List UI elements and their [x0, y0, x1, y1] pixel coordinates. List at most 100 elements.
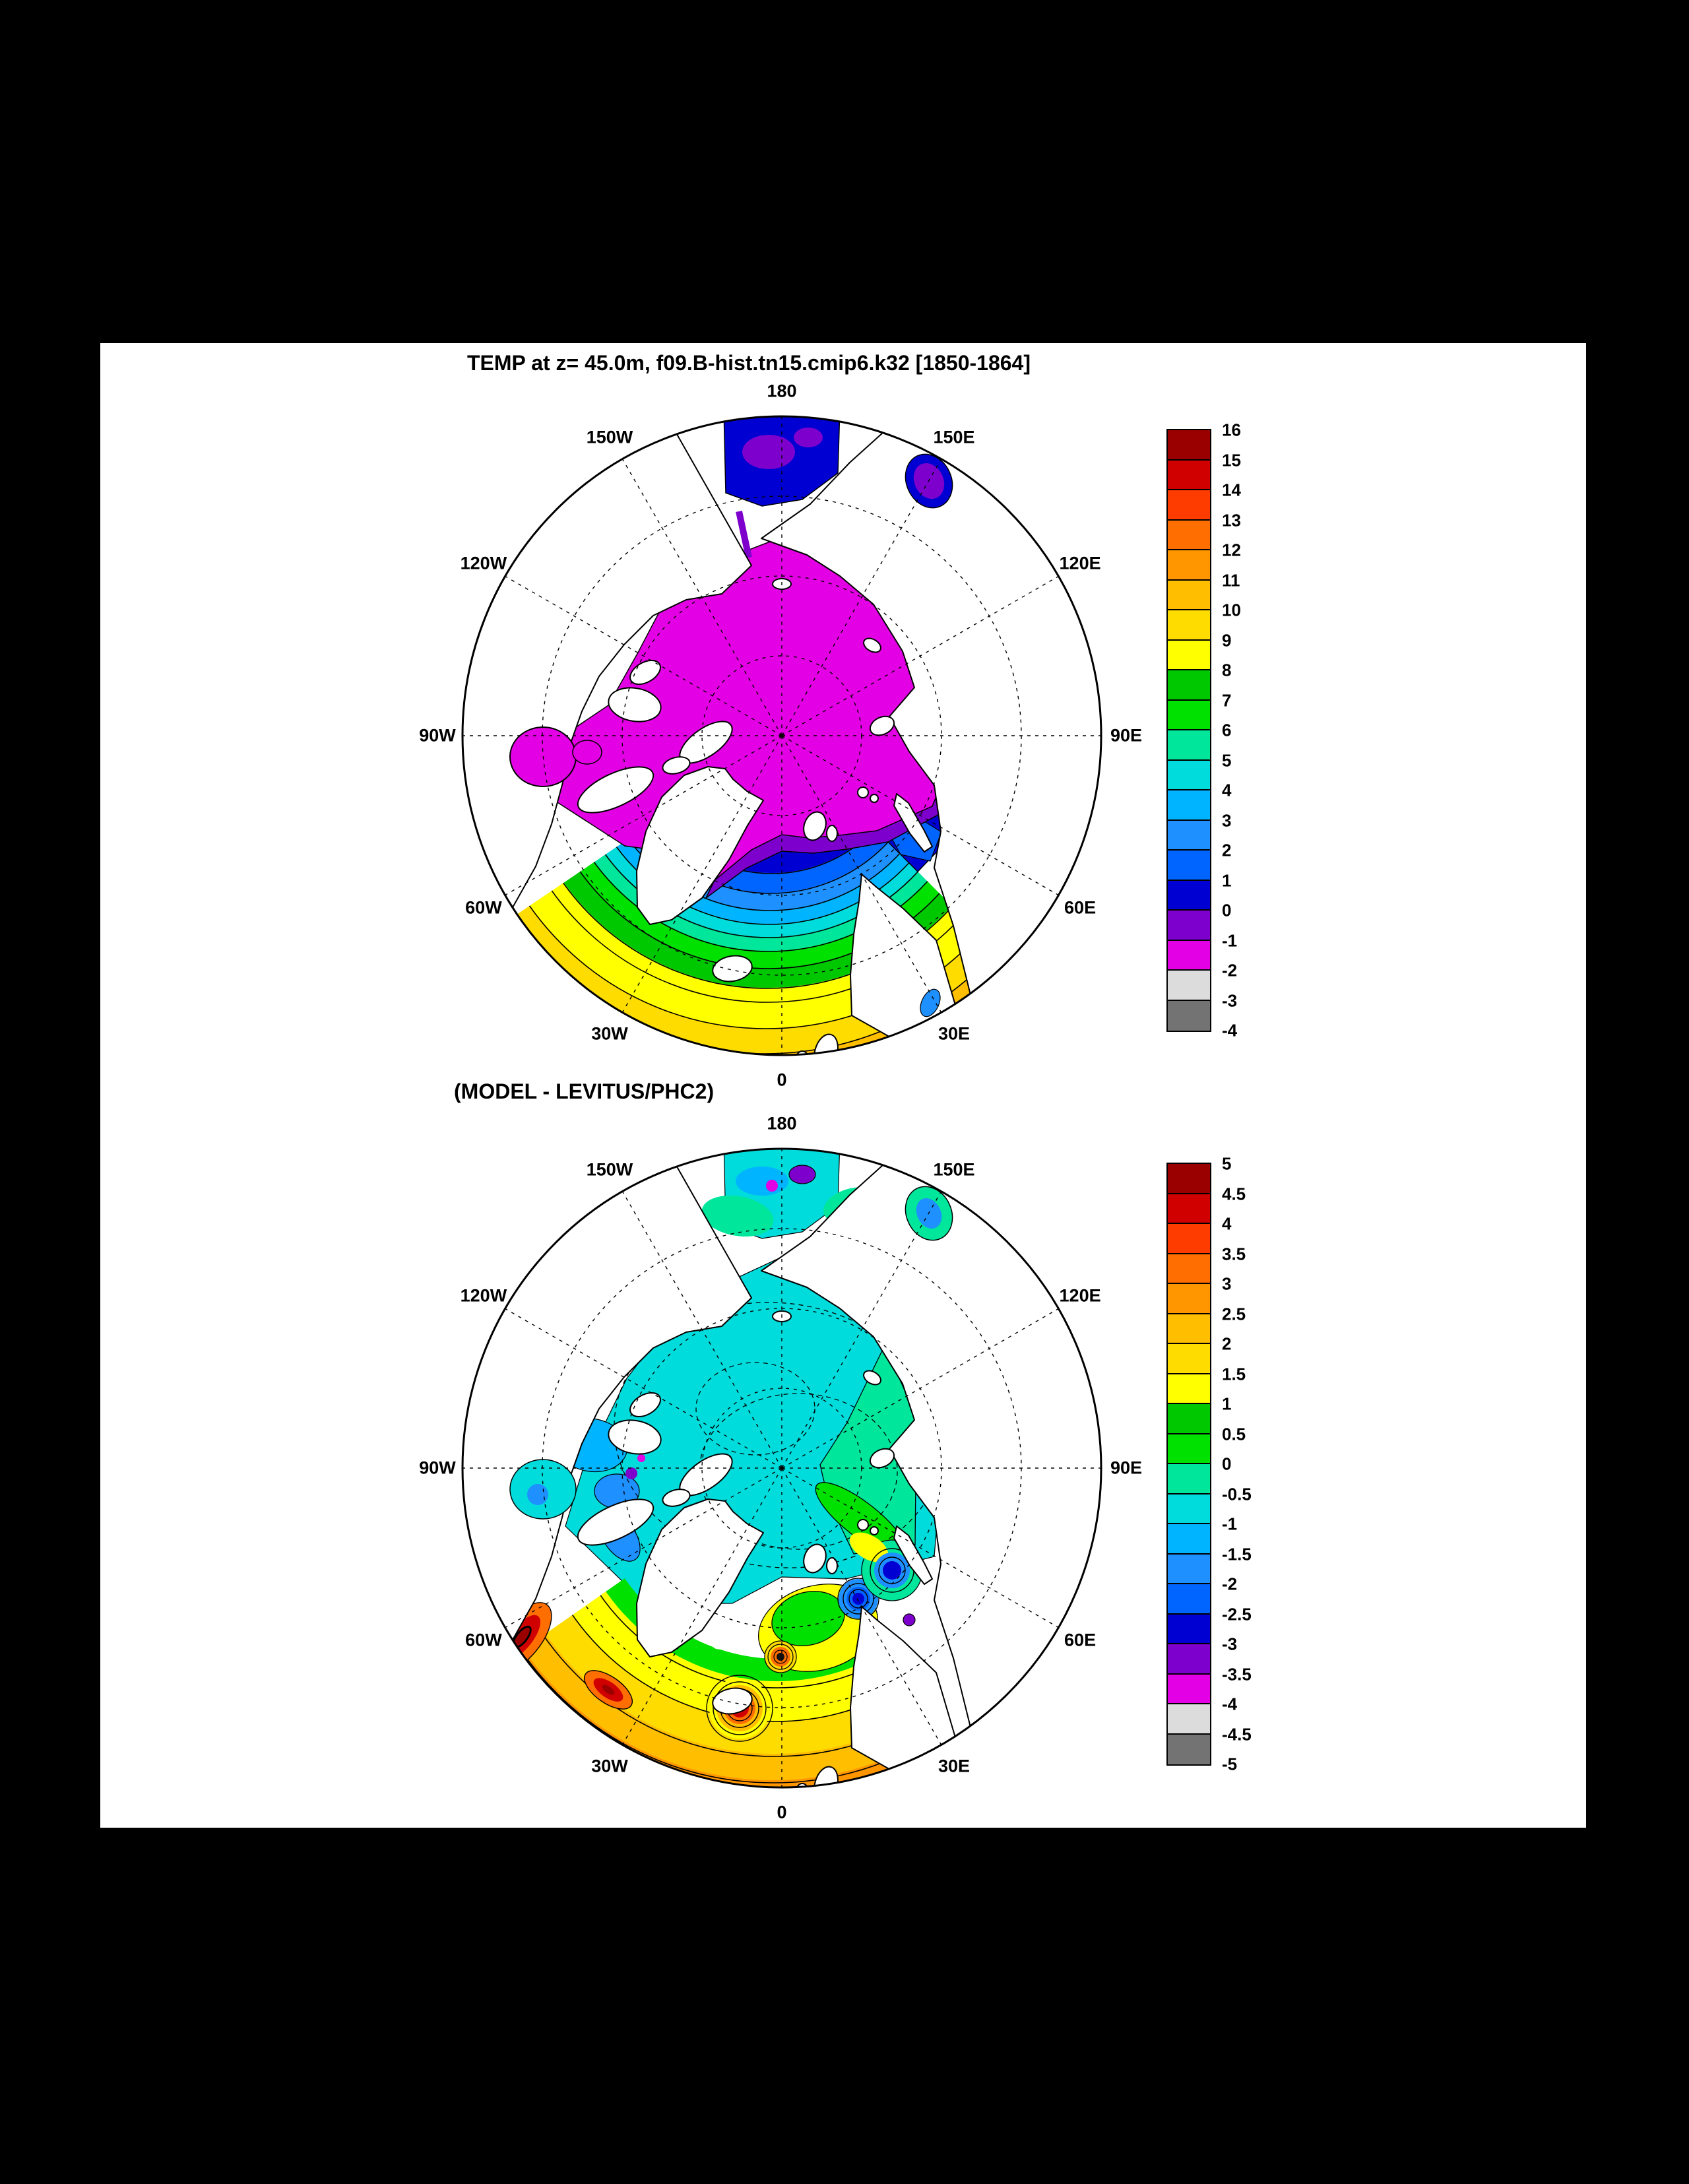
anomaly-contour-lines: [501, 1578, 953, 1787]
bering-magenta-dot: [766, 1180, 778, 1192]
north-atlantic-warm-bias-bands: [501, 1578, 953, 1787]
colorbar-tick-label: -2.5: [1222, 1604, 1252, 1624]
colorbar-cell: [1168, 670, 1210, 701]
colorbar-tick-label: 2.5: [1222, 1304, 1246, 1324]
colorbar-cell: [1168, 460, 1210, 490]
colorbar-tick-label: 1: [1222, 1394, 1232, 1414]
colorbar-tick-label: 10: [1222, 600, 1241, 620]
page-title: TEMP at z= 45.0m, f09.B-hist.tn15.cmip6.…: [466, 351, 1031, 375]
colorbar-cell: [1168, 430, 1210, 461]
colorbar-cell: [1168, 610, 1210, 641]
colorbar-tick-label: -1: [1222, 1514, 1238, 1534]
colorbar-tick-label: 13: [1222, 510, 1241, 530]
subtitle-difference-panel: (MODEL - LEVITUS/PHC2): [454, 1079, 715, 1103]
norwegian-sea-warm-bullseye: [764, 1640, 797, 1673]
colorbar-tick-label: -1: [1222, 930, 1238, 950]
bering-blue-patch: [736, 1167, 788, 1196]
colorbar-tick-label: 2: [1222, 840, 1232, 860]
colorbar-cell: [1168, 1314, 1210, 1344]
colorbar-tick-label: 3: [1222, 1273, 1232, 1294]
bering-sea-violet-patch: [794, 428, 823, 447]
colorbar-cell: [1168, 1254, 1210, 1284]
colorbar-tick-label: -1.5: [1222, 1544, 1252, 1564]
colorbar-cell: [1168, 1224, 1210, 1254]
map-top-temperature: [461, 415, 1102, 1056]
bering-violet-patch: [788, 1165, 816, 1184]
colorbar-cell: [1168, 1734, 1210, 1764]
colorbar-tick-label: 11: [1222, 570, 1240, 590]
colorbar-top-labels: 16 15 14 13 12 11 10 9 8 7 6 5 4 3 2 1 0 -1 -2 -3 -4: [1222, 420, 1314, 1041]
colorbar-tick-label: -3: [1222, 1634, 1238, 1654]
colorbar-cell: [1168, 1524, 1210, 1555]
colorbar-cell: [1168, 1674, 1210, 1704]
colorbar-cell: [1168, 851, 1210, 881]
colorbar-tick-label: 5: [1222, 1153, 1232, 1174]
colorbar-tick-label: -2: [1222, 1574, 1238, 1594]
colorbar-tick-label: 3: [1222, 810, 1232, 830]
colorbar-tick-label: 4.5: [1222, 1184, 1246, 1204]
colorbar-tick-label: 15: [1222, 450, 1241, 470]
colorbar-cell: [1168, 1614, 1210, 1644]
bering-strait-channel: [736, 510, 752, 559]
colorbar-cell: [1168, 580, 1210, 610]
colorbar-tick-label: -0.5: [1222, 1484, 1252, 1504]
colorbar-cell: [1168, 700, 1210, 730]
colorbar-cell: [1168, 820, 1210, 851]
colorbar-tick-label: -4.5: [1222, 1724, 1252, 1744]
colorbar-tick-label: -4: [1222, 1694, 1238, 1714]
colorbar-tick-label: 4: [1222, 1213, 1232, 1234]
bering-sea-violet-patch: [742, 435, 795, 469]
colorbar-cell: [1168, 1434, 1210, 1464]
colorbar-cell: [1168, 940, 1210, 971]
colorbar-cell: [1168, 1554, 1210, 1584]
colorbar-top: [1166, 429, 1211, 1032]
colorbar-tick-label: 1: [1222, 870, 1232, 890]
colorbar-tick-label: 5: [1222, 750, 1232, 770]
colorbar-cell: [1168, 1494, 1210, 1524]
colorbar-cell: [1168, 640, 1210, 670]
irminger-sea-warm-streak: [584, 1670, 633, 1710]
colorbar-tick-label: 2: [1222, 1333, 1232, 1354]
colorbar-tick-label: 4: [1222, 780, 1232, 800]
colorbar-cell: [1168, 1704, 1210, 1735]
colorbar-cell: [1168, 971, 1210, 1001]
colorbar-tick-label: -4: [1222, 1020, 1238, 1041]
baltic-sea-fill: [920, 988, 941, 1017]
colorbar-cell: [1168, 1404, 1210, 1434]
colorbar-cell: [1168, 790, 1210, 821]
colorbar-tick-label: 14: [1222, 480, 1241, 500]
colorbar-tick-label: 9: [1222, 630, 1232, 650]
colorbar-cell: [1168, 1464, 1210, 1494]
colorbar-cell: [1168, 1164, 1210, 1194]
colorbar-bottom: [1166, 1163, 1211, 1766]
colorbar-cell: [1168, 880, 1210, 911]
colorbar-tick-label: -2: [1222, 960, 1238, 980]
colorbar-cell: [1168, 490, 1210, 521]
colorbar-cell: [1168, 1194, 1210, 1224]
colorbar-cell: [1168, 1284, 1210, 1314]
colorbar-tick-label: 8: [1222, 660, 1232, 680]
colorbar-cell: [1168, 760, 1210, 790]
colorbar-tick-label: -3.5: [1222, 1664, 1252, 1684]
colorbar-tick-label: 16: [1222, 420, 1241, 440]
colorbar-cell: [1168, 520, 1210, 550]
colorbar-cell: [1168, 911, 1210, 941]
colorbar-tick-label: 1.5: [1222, 1364, 1246, 1384]
colorbar-bottom-labels: 5 4.5 4 3.5 3 2.5 2 1.5 1 0.5 0 -0.5 -1 -1.5 -2 -2.5 -3 -…: [1222, 1154, 1314, 1774]
colorbar-cell: [1168, 1344, 1210, 1374]
colorbar-cell: [1168, 1644, 1210, 1675]
map-boundary-circle: [461, 1147, 1102, 1789]
colorbar-tick-label: 7: [1222, 690, 1232, 710]
colorbar-tick-label: -3: [1222, 990, 1238, 1010]
colorbar-tick-label: 12: [1222, 540, 1241, 560]
map-boundary-circle: [461, 415, 1102, 1056]
map-bottom-model-minus-obs: [461, 1147, 1102, 1789]
colorbar-cell: [1168, 550, 1210, 581]
colorbar-tick-label: -5: [1222, 1754, 1238, 1774]
archipelago-violet-dot: [625, 1467, 637, 1479]
foxe-basin-fill: [572, 740, 602, 765]
bering-green-patch: [701, 1195, 774, 1237]
colorbar-cell: [1168, 730, 1210, 761]
colorbar-cell: [1168, 1374, 1210, 1404]
